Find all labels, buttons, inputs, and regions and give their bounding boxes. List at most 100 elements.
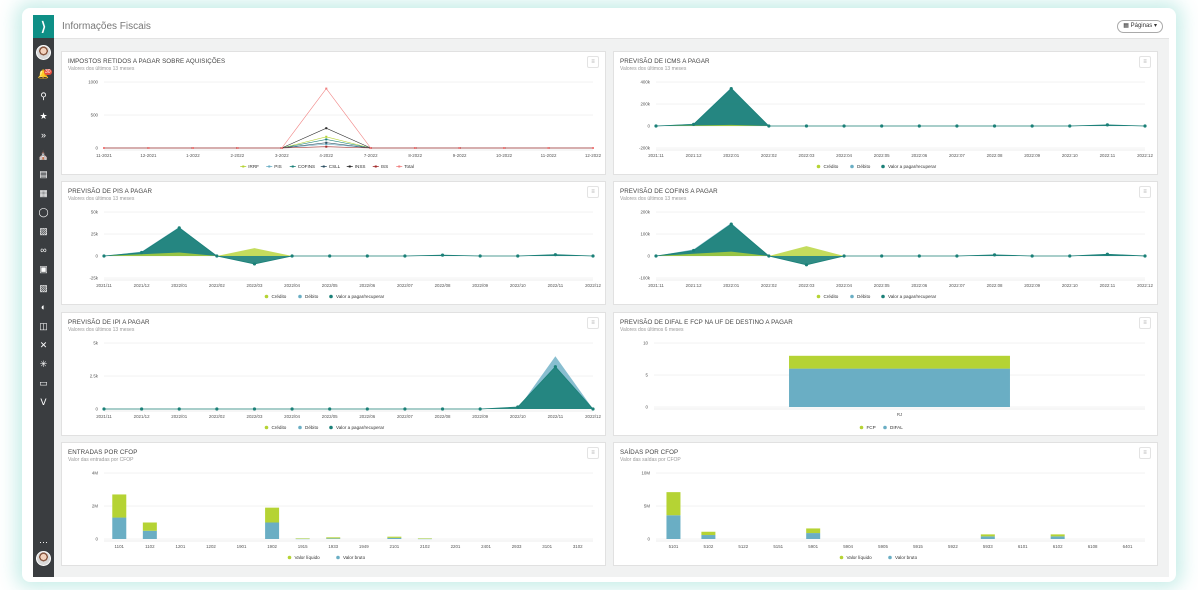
point-valor-a-pagar-recuperar-6 [328,407,332,411]
panel-menu-icon[interactable]: ≡ [587,186,599,198]
y-tick-label: 200k [640,210,650,215]
panel-menu-icon[interactable]: ≡ [1139,56,1151,68]
receipt-icon[interactable]: ▧ [39,282,48,293]
x-tick-label: 6101 [1018,544,1028,549]
x-tick-label: 2022:05 [874,283,890,288]
search-icon[interactable]: ⚲ [40,90,47,101]
bank-icon[interactable]: ⛪ [37,149,50,160]
y-tick-label: 5 [646,373,649,378]
legend-marker [322,165,325,168]
panel-menu-icon[interactable]: ≡ [587,447,599,459]
x-tick-label: 2022:06 [911,153,927,158]
document-icon[interactable]: ▦ [39,187,48,198]
x-tick-label: 1901 [237,544,247,549]
bar-valor-bruto-2101 [387,537,402,539]
point-valor-a-pagar-recuperar-0 [654,124,658,128]
point-valor-a-pagar-recuperar-2 [177,407,181,411]
point-valor-a-pagar-recuperar-13 [1143,124,1147,128]
x-tick-label: 2021:12 [686,283,702,288]
x-tick-label: 3101 [542,544,552,549]
bar-valor-liquido-2102 [417,538,432,539]
logo-icon[interactable]: ⟩ [33,15,54,38]
panel-subtitle: Valores dos últimos 13 meses [620,66,687,72]
point-valor-a-pagar-recuperar-3 [215,407,219,411]
x-tick-label: 2401 [481,544,491,549]
gauge-icon[interactable]: ◐ [40,301,47,312]
x-tick-label: 5904 [843,544,853,549]
monitor-icon[interactable]: ▭ [39,377,48,388]
legend-label-total: Total [404,164,414,169]
x-tick-label: 2022:03 [799,153,815,158]
legend-label-credito: Crédito [272,294,287,299]
legend-marker [298,294,302,299]
x-tick-label: 2022/08 [435,283,451,288]
legend-label-valor-a-pagar-recuperar: Valor a pagar/recuperar [336,294,385,299]
x-tick-label: 2022:08 [987,283,1003,288]
x-tick-label: 2022/07 [397,414,413,419]
user-avatar[interactable] [36,45,51,60]
point-total-1 [147,147,150,149]
legend-label-pis: PIS [274,164,281,169]
bar-valor-liquido-5933 [980,534,995,537]
bar-valor-bruto-5101 [666,515,681,539]
y-tick-label: 0 [648,124,651,129]
panel-menu-icon[interactable]: ≡ [1139,186,1151,198]
y-tick-label: -100k [639,276,651,281]
handshake-icon[interactable]: ∞ [40,244,47,255]
x-tick-label: 2022/03 [247,283,263,288]
panel-subtitle: Valores dos últimos 13 meses [68,66,135,72]
x-tick-label: 2022/08 [435,414,451,419]
x-tick-label: 2021/11 [96,283,112,288]
panel-entradas-por-cfop: ENTRADAS POR CFOP Valor das entradas por … [61,442,606,566]
legend-marker [348,165,351,168]
point-valor-a-pagar-recuperar-10 [1030,124,1034,128]
legend-marker [839,555,844,560]
bar-valor-bruto-1933 [326,538,341,539]
chart-icon[interactable]: ▤ [39,168,48,179]
legend-label-valor-bruto: Valor bruto [343,555,366,560]
x-tick-label: 2022:07 [949,283,965,288]
x-tick-label: 2022:12 [1137,153,1153,158]
y-tick-label: 0 [96,146,99,151]
close-icon[interactable]: ✕ [39,339,48,350]
settings-icon[interactable]: ✳ [39,358,48,369]
legend-label-credito: Crédito [824,294,839,299]
panel-menu-icon[interactable]: ≡ [1139,447,1151,459]
point-valor-a-pagar-recuperar-8 [955,254,959,258]
chart-svg: 50k 25k 0 -25k 2021/11 2021/12 2022/01 2022/02 2… [89,210,601,300]
x-tick-label: 1902 [267,544,277,549]
x-tick-label: 12-2022 [585,153,602,158]
shield-icon[interactable]: ◯ [38,206,49,217]
y-tick-label: 5M [644,504,650,509]
point-total-10 [547,147,550,149]
point-valor-a-pagar-recuperar-2 [729,87,733,91]
x-tick-label: 2022/02 [209,414,225,419]
info-icon[interactable]: Ⅴ [40,396,47,407]
more-icon[interactable]: ⋯ [39,536,48,547]
chevrons-right-icon[interactable]: » [40,129,46,140]
panel-menu-icon[interactable]: ≡ [587,56,599,68]
x-tick-label: 1202 [206,544,216,549]
star-icon[interactable]: ★ [39,110,48,121]
truck-icon[interactable]: ▨ [39,225,48,236]
pages-button[interactable]: ▦ Páginas ▾ [1117,20,1163,33]
x-tick-label: 2022:12 [1137,283,1153,288]
point-valor-a-pagar-recuperar-12 [1105,252,1109,256]
x-tick-label: 4-2022 [319,153,333,158]
point-valor-a-pagar-recuperar-4 [804,263,809,267]
panel-menu-icon[interactable]: ≡ [587,317,599,329]
x-tick-label: 11-2021 [96,153,112,158]
briefcase-icon[interactable]: ▣ [39,263,48,274]
legend-marker [816,164,821,169]
y-tick-label: 5k [93,341,98,346]
area-credito [656,124,1145,126]
point-csll-5 [325,141,328,144]
x-tick-label: 10-2022 [496,153,513,158]
x-tick-label: 2022:11 [1100,153,1116,158]
panel-menu-icon[interactable]: ≡ [1139,317,1151,329]
panel-title: SAÍDAS POR CFOP [620,449,679,456]
bell-icon[interactable]: 🔔 [33,67,54,81]
cart-icon[interactable]: ◫ [39,320,48,331]
legend-label-debito: Débito [857,164,871,169]
user-avatar-bottom[interactable] [36,551,51,566]
